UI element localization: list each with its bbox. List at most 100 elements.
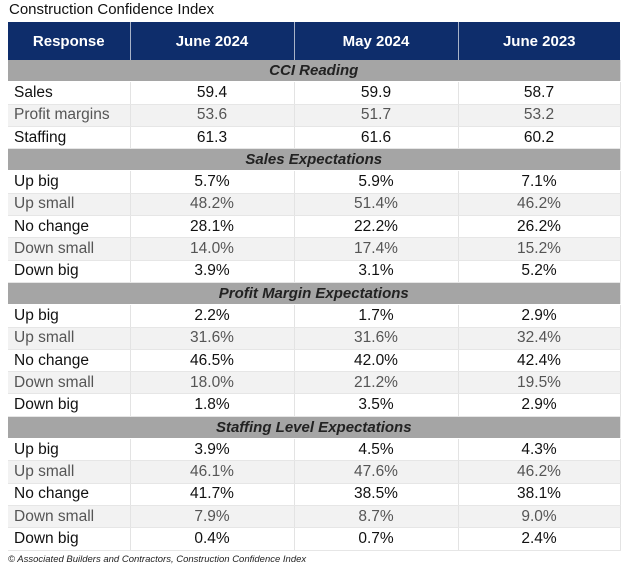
column-header: June 2024 — [130, 22, 295, 60]
table-cell: 4.3% — [458, 438, 621, 462]
row-label: Down small — [8, 505, 131, 529]
row-label: Up small — [8, 193, 131, 217]
table-cell: 53.6 — [130, 104, 295, 127]
table-row: Up small 48.2% 51.4% 46.2% — [8, 193, 621, 217]
cci-table: Response June 2024 May 2024 June 2023 CC… — [8, 22, 621, 551]
table-cell: 0.7% — [294, 527, 459, 551]
row-label: Sales — [8, 81, 131, 105]
table-cell: 32.4% — [458, 327, 621, 350]
table-cell: 61.3 — [130, 126, 295, 150]
table-cell: 2.4% — [458, 527, 621, 551]
row-label: Down big — [8, 393, 131, 417]
table-cell: 2.2% — [130, 304, 295, 328]
table-cell: 9.0% — [458, 505, 621, 529]
table-row: Up big 2.2% 1.7% 2.9% — [8, 304, 621, 328]
section-label: Staffing Level Expectations — [8, 416, 621, 440]
section-header-row: Profit Margin Expectations — [8, 282, 621, 306]
table-cell: 42.4% — [458, 349, 621, 373]
table-row: Down small 7.9% 8.7% 9.0% — [8, 505, 621, 529]
row-label: Down small — [8, 371, 131, 395]
table-row: Profit margins 53.6 51.7 53.2 — [8, 104, 621, 127]
table-row: No change 46.5% 42.0% 42.4% — [8, 349, 621, 373]
table-cell: 31.6% — [130, 327, 295, 350]
row-label: Up small — [8, 327, 131, 350]
table-cell: 28.1% — [130, 215, 295, 239]
table-cell: 48.2% — [130, 193, 295, 217]
row-label: Staffing — [8, 126, 131, 150]
table-cell: 15.2% — [458, 237, 621, 261]
table-cell: 59.9 — [294, 81, 459, 105]
table-row: Up small 46.1% 47.6% 46.2% — [8, 460, 621, 484]
table-cell: 53.2 — [458, 104, 621, 127]
row-label: Up small — [8, 460, 131, 484]
table-cell: 8.7% — [294, 505, 459, 529]
table-cell: 38.1% — [458, 483, 621, 506]
row-label: Profit margins — [8, 104, 131, 127]
table-cell: 2.9% — [458, 304, 621, 328]
table-cell: 60.2 — [458, 126, 621, 150]
table-cell: 2.9% — [458, 393, 621, 417]
column-header: June 2023 — [458, 22, 620, 60]
table-cell: 4.5% — [294, 438, 459, 462]
table-cell: 41.7% — [130, 483, 295, 506]
column-header: May 2024 — [294, 22, 459, 60]
section-label: CCI Reading — [8, 60, 621, 83]
table-row: No change 28.1% 22.2% 26.2% — [8, 215, 621, 239]
table-row: Sales 59.4 59.9 58.7 — [8, 81, 621, 105]
table-row: Down small 14.0% 17.4% 15.2% — [8, 237, 621, 261]
row-label: No change — [8, 483, 131, 506]
section-label: Sales Expectations — [8, 148, 621, 172]
table-cell: 3.1% — [294, 260, 459, 283]
table-row: Staffing 61.3 61.6 60.2 — [8, 126, 621, 150]
table-cell: 0.4% — [130, 527, 295, 551]
table-title: Construction Confidence Index — [9, 1, 215, 18]
table-cell: 31.6% — [294, 327, 459, 350]
section-header-row: Staffing Level Expectations — [8, 416, 621, 440]
row-label: Up big — [8, 438, 131, 462]
table-cell: 42.0% — [294, 349, 459, 373]
table-cell: 14.0% — [130, 237, 295, 261]
table-cell: 7.9% — [130, 505, 295, 529]
table-cell: 17.4% — [294, 237, 459, 261]
table-cell: 58.7 — [458, 81, 621, 105]
table-cell: 1.7% — [294, 304, 459, 328]
table-cell: 18.0% — [130, 371, 295, 395]
table-cell: 7.1% — [458, 170, 621, 194]
section-header-row: Sales Expectations — [8, 148, 621, 172]
row-label: Up big — [8, 304, 131, 328]
table-cell: 46.2% — [458, 460, 621, 484]
table-cell: 59.4 — [130, 81, 295, 105]
table-cell: 46.1% — [130, 460, 295, 484]
table-row: Up small 31.6% 31.6% 32.4% — [8, 327, 621, 350]
table-cell: 47.6% — [294, 460, 459, 484]
copyright-footer: © Associated Builders and Contractors, C… — [8, 554, 307, 565]
table-cell: 3.5% — [294, 393, 459, 417]
table-cell: 26.2% — [458, 215, 621, 239]
table-row: Up big 3.9% 4.5% 4.3% — [8, 438, 621, 462]
row-label: Down big — [8, 260, 131, 283]
table-cell: 38.5% — [294, 483, 459, 506]
header-row: Response June 2024 May 2024 June 2023 — [8, 22, 620, 60]
table-row: Up big 5.7% 5.9% 7.1% — [8, 170, 621, 194]
table-cell: 21.2% — [294, 371, 459, 395]
row-label: No change — [8, 349, 131, 373]
table-cell: 51.7 — [294, 104, 459, 127]
table-cell: 1.8% — [130, 393, 295, 417]
table-row: No change 41.7% 38.5% 38.1% — [8, 483, 621, 506]
row-label: Up big — [8, 170, 131, 194]
row-label: Down small — [8, 237, 131, 261]
table-row: Down big 3.9% 3.1% 5.2% — [8, 260, 621, 283]
row-label: No change — [8, 215, 131, 239]
table-cell: 61.6 — [294, 126, 459, 150]
table-cell: 3.9% — [130, 260, 295, 283]
column-header: Response — [8, 22, 131, 60]
table-cell: 5.7% — [130, 170, 295, 194]
table-cell: 3.9% — [130, 438, 295, 462]
row-label: Down big — [8, 527, 131, 551]
table-cell: 51.4% — [294, 193, 459, 217]
table-row: Down big 0.4% 0.7% 2.4% — [8, 527, 621, 551]
table-row: Down big 1.8% 3.5% 2.9% — [8, 393, 621, 417]
table-cell: 19.5% — [458, 371, 621, 395]
table-cell: 5.9% — [294, 170, 459, 194]
table-cell: 46.5% — [130, 349, 295, 373]
